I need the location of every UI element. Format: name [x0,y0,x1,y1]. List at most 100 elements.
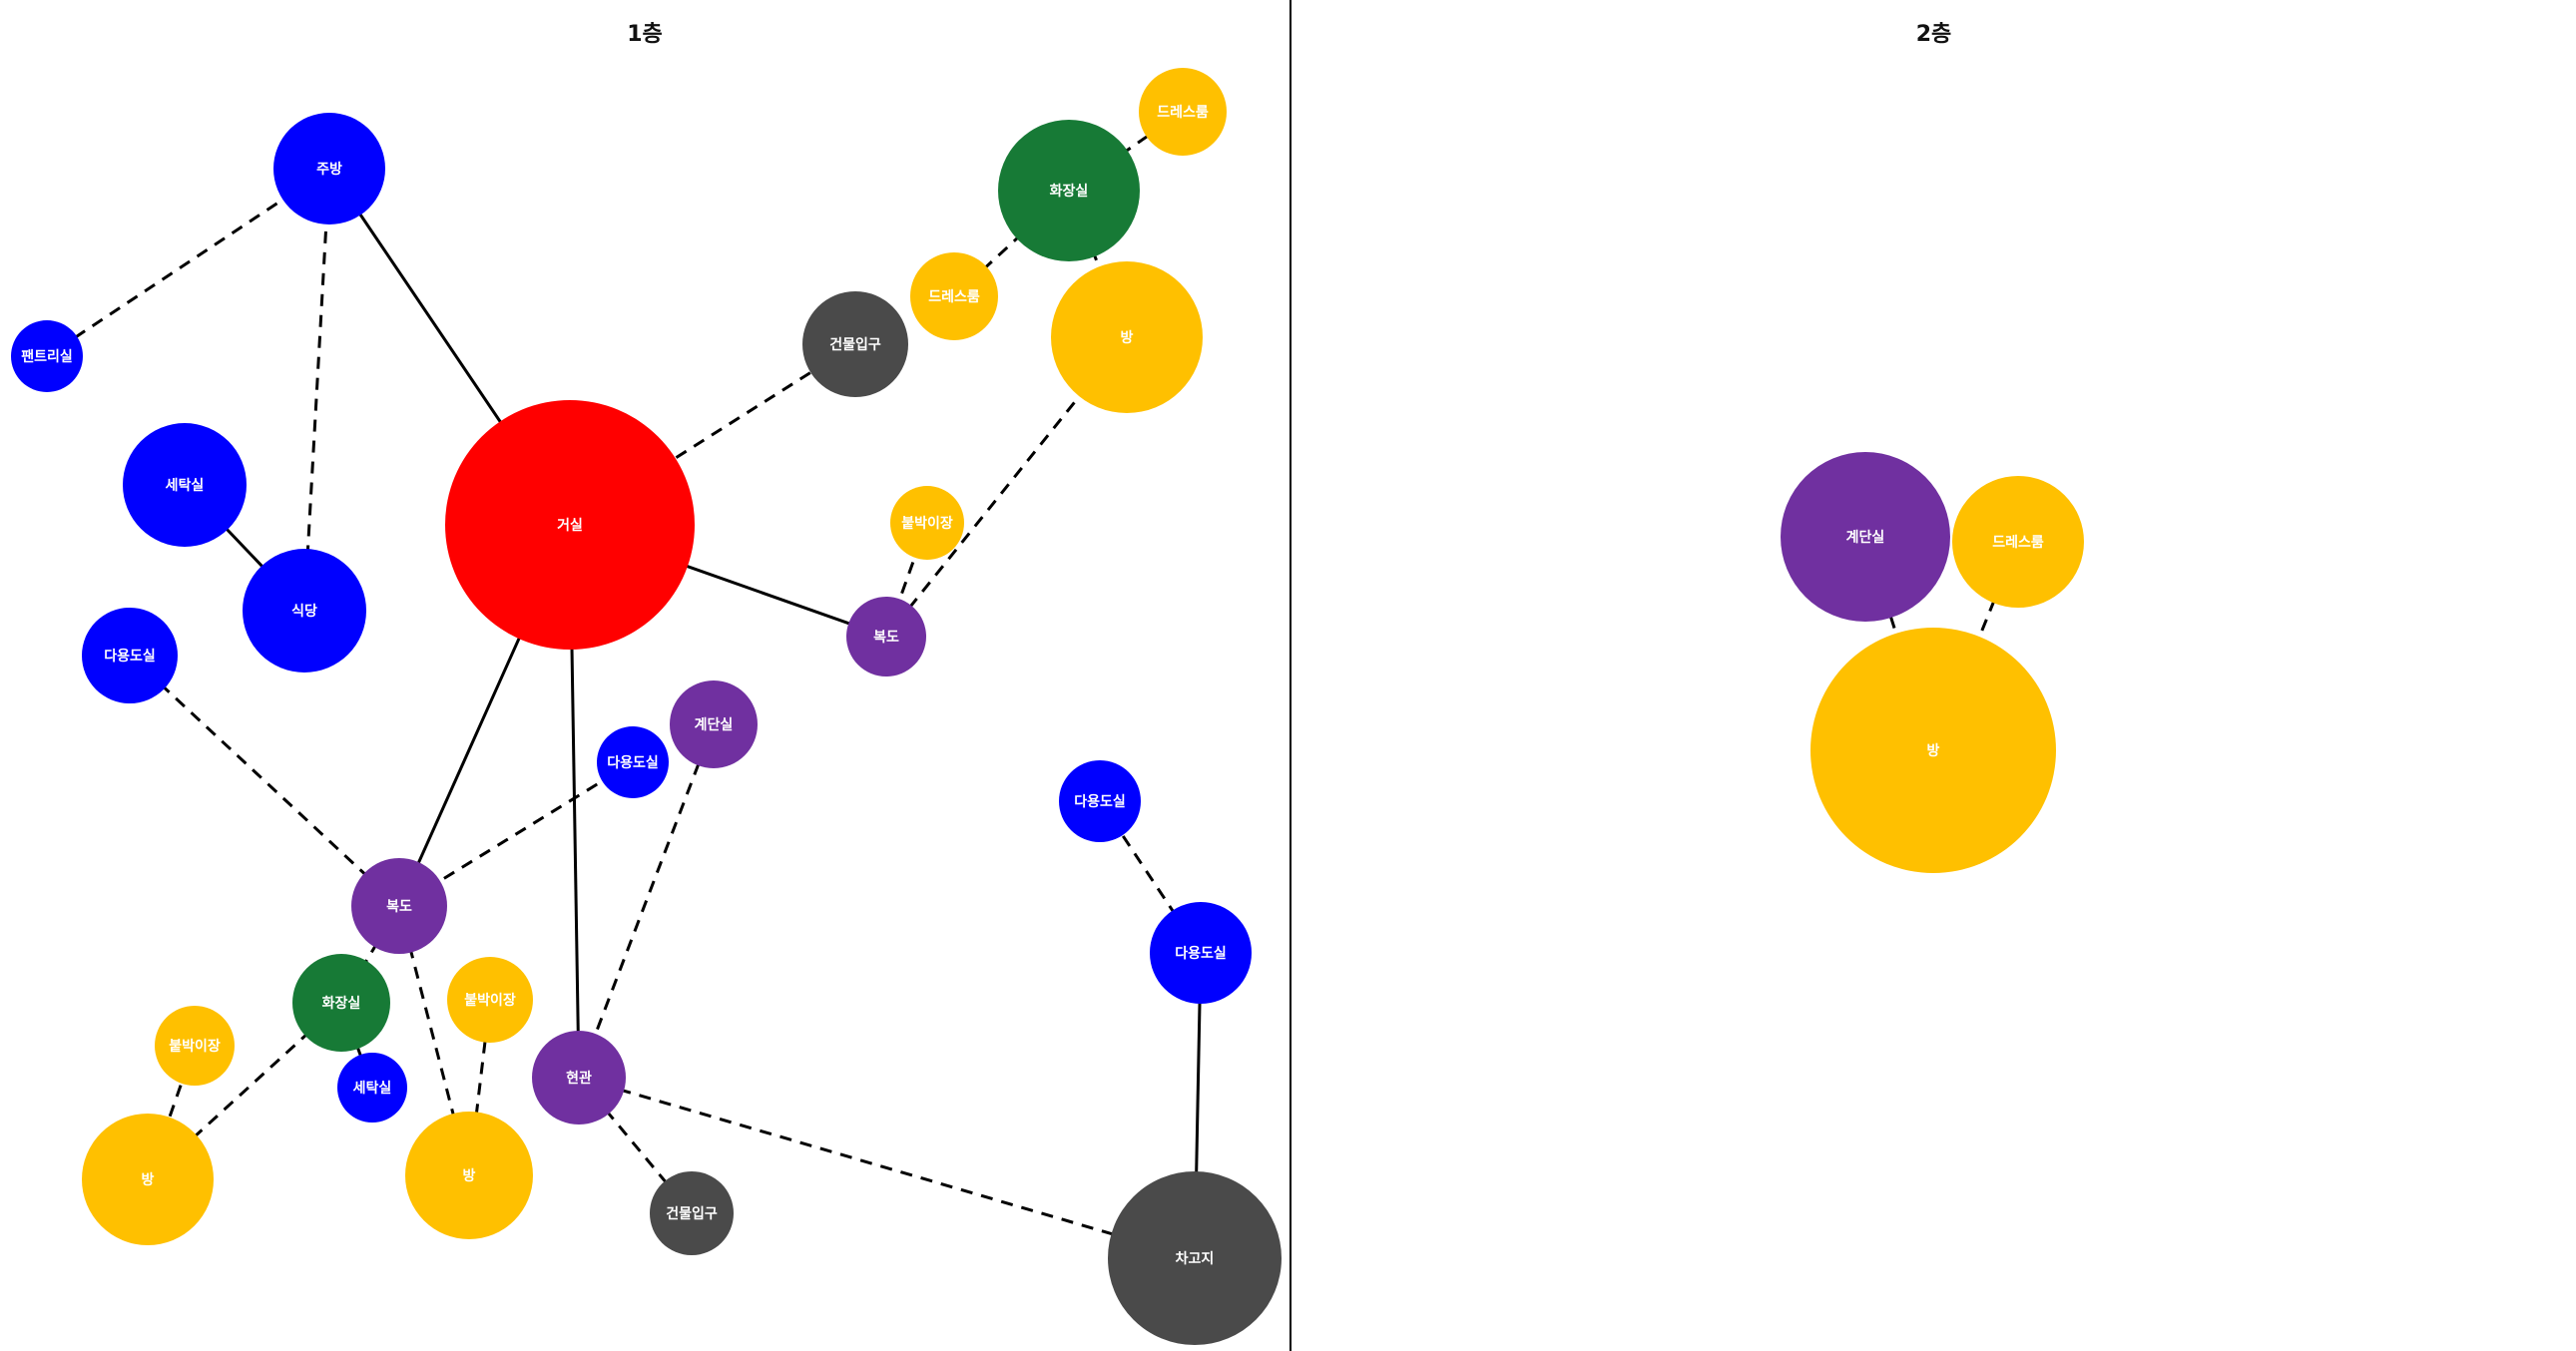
node-f1-closet-b: 붙박이장 [155,1006,235,1086]
node-circle [998,120,1140,261]
node-label: 드레스룸 [1992,535,2044,551]
node-label: 현관 [566,1070,592,1087]
node-circle [123,423,247,547]
node-label: 세탁실 [166,477,205,494]
node-f1-foyer: 현관 [532,1031,626,1125]
node-label: 방 [142,1171,155,1188]
node-label: 주방 [316,161,342,178]
node-label: 다용도실 [104,649,156,665]
node-circle [337,1053,407,1123]
node-circle [597,726,669,798]
node-f1-stairs: 계단실 [670,680,758,768]
node-circle [670,680,758,768]
node-label: 다용도실 [1175,946,1227,962]
node-f1-room-c: 방 [405,1112,533,1239]
node-circle [405,1112,533,1239]
node-circle [1108,1171,1282,1345]
node-f1-dress-b: 드레스룸 [910,252,998,340]
node-circle [243,549,366,673]
node-f1-dining: 식당 [243,549,366,673]
node-label: 거실 [557,518,583,534]
node-label: 세탁실 [353,1080,392,1097]
node-f1-garage: 차고지 [1108,1171,1282,1345]
node-f1-multi-b: 다용도실 [597,726,669,798]
node-label: 방 [463,1167,476,1184]
node-f1-closet-a: 붙박이장 [890,486,964,560]
edge-f1-multi-b-f1-hall-b [398,760,634,908]
node-circle [650,1171,734,1255]
edge-f1-stairs-f1-foyer [577,723,716,1079]
node-circle [1051,261,1203,413]
node-circle [802,291,908,397]
node-f1-room-b: 방 [82,1114,214,1245]
node-label: 팬트리실 [21,349,73,365]
floor-1-panel: 1층 거실 주방 팬트리실 세탁실 식당 다용도실 건물입구 화장실 드레스룸 드레스룸 방 붙박이장… [11,22,1282,1345]
node-f1-hall-a: 복도 [846,597,926,676]
node-label: 드레스룸 [928,289,980,305]
node-circle [292,954,390,1052]
node-circle [447,957,533,1043]
node-circle [82,1114,214,1245]
node-label: 다용도실 [1074,794,1126,810]
node-f1-living: 거실 [445,400,695,650]
node-label: 화장실 [1050,183,1089,200]
node-label: 복도 [873,630,899,646]
node-f1-dress-a: 드레스룸 [1139,68,1227,156]
node-f1-multi-c: 다용도실 [1059,760,1141,842]
node-label: 붙박이장 [901,515,953,532]
node-circle [155,1006,235,1086]
node-circle [910,252,998,340]
node-circle [1810,628,2056,873]
edge-f1-kitchen-f1-pantry [46,167,330,358]
node-circle [1150,902,1252,1004]
node-label: 화장실 [322,995,361,1012]
node-label: 드레스룸 [1157,105,1209,121]
node-f1-multi-a: 다용도실 [82,608,178,703]
node-label: 복도 [386,899,412,915]
node-f2-room: 방 [1810,628,2056,873]
node-f1-bath-b: 화장실 [292,954,390,1052]
edge-f1-foyer-f1-garage [578,1076,1196,1260]
node-circle [351,858,447,954]
node-label: 방 [1121,329,1134,346]
node-label: 계단실 [1846,529,1885,546]
node-f1-closet-c: 붙박이장 [447,957,533,1043]
node-f1-bath-a: 화장실 [998,120,1140,261]
node-label: 식당 [291,603,317,620]
floor-2-panel: 2층 계단실 드레스룸 방 [1291,0,2576,1351]
floor-1-title: 1층 [627,22,663,47]
node-label: 건물입구 [829,336,881,353]
edge-f1-kitchen-f1-dining [302,168,331,612]
node-label: 붙박이장 [169,1038,221,1055]
node-label: 방 [1927,742,1940,759]
node-f1-laundry: 세탁실 [123,423,247,547]
node-circle [532,1031,626,1125]
node-f1-pantry: 팬트리실 [11,320,83,392]
node-f1-multi-d: 다용도실 [1150,902,1252,1004]
panel-divider [1289,0,1291,1351]
node-circle [273,113,385,225]
node-circle [1059,760,1141,842]
node-f1-entry-a: 건물입구 [802,291,908,397]
node-label: 다용도실 [607,755,659,771]
node-label: 붙박이장 [464,992,516,1009]
node-f2-dress: 드레스룸 [1952,476,2084,608]
node-label: 건물입구 [666,1205,718,1222]
node-circle [1952,476,2084,608]
edge-f1-multi-a-f1-hall-b [128,654,401,908]
node-circle [1781,452,1950,622]
node-circle [890,486,964,560]
node-circle [82,608,178,703]
floor-1-graph: 거실주방팬트리실세탁실식당다용도실건물입구화장실드레스룸드레스룸방붙박이장복도계… [11,68,1282,1345]
node-label: 차고지 [1176,1251,1215,1267]
node-circle [11,320,83,392]
node-f1-laundry-b: 세탁실 [337,1053,407,1123]
node-f1-hall-b: 복도 [351,858,447,954]
node-f1-entry-b: 건물입구 [650,1171,734,1255]
node-f1-room-a: 방 [1051,261,1203,413]
node-f2-stairs: 계단실 [1781,452,1950,622]
edge-f1-living-f1-entry-a [569,342,856,527]
node-f1-kitchen: 주방 [273,113,385,225]
node-label: 계단실 [695,716,734,733]
